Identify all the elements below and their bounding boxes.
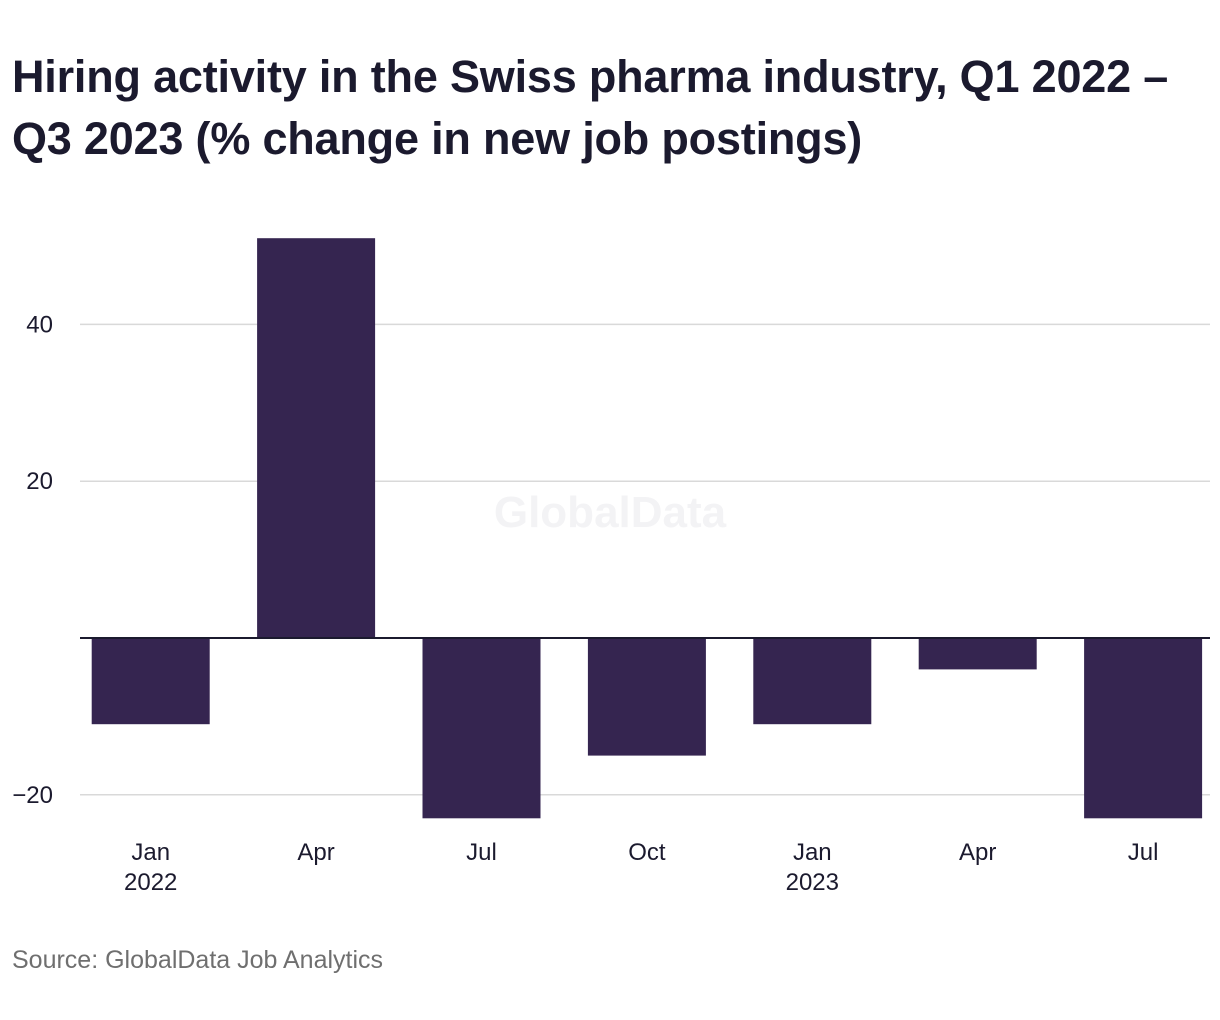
bar bbox=[91, 638, 210, 725]
x-tick-label: Jul bbox=[466, 839, 497, 866]
x-tick-label: Oct bbox=[628, 839, 666, 866]
y-tick-label: 40 bbox=[26, 311, 53, 338]
axes: 40 20 −20 Jan 2022 Apr Jul Oct Jan 2023 Apr Jul bbox=[12, 311, 1210, 896]
bar bbox=[257, 238, 376, 638]
y-tick-label: −20 bbox=[12, 782, 53, 809]
x-tick-label: Jan bbox=[131, 839, 170, 866]
bar bbox=[753, 638, 872, 725]
source-note: Source: GlobalData Job Analytics bbox=[12, 946, 384, 974]
x-tick-year-label: 2022 bbox=[124, 869, 177, 896]
bar bbox=[422, 638, 541, 819]
bar bbox=[1084, 638, 1203, 819]
x-tick-label: Apr bbox=[959, 839, 996, 866]
bar bbox=[587, 638, 706, 756]
chart-title: Hiring activity in the Swiss pharma indu… bbox=[12, 51, 1169, 164]
x-tick-year-label: 2023 bbox=[786, 869, 839, 896]
bars bbox=[91, 238, 1203, 819]
bar bbox=[918, 638, 1037, 670]
y-tick-label: 20 bbox=[26, 468, 53, 495]
x-tick-label: Apr bbox=[297, 839, 334, 866]
x-tick-label: Jul bbox=[1128, 839, 1159, 866]
x-tick-label: Jan bbox=[793, 839, 832, 866]
watermark-text: GlobalData bbox=[494, 488, 727, 537]
